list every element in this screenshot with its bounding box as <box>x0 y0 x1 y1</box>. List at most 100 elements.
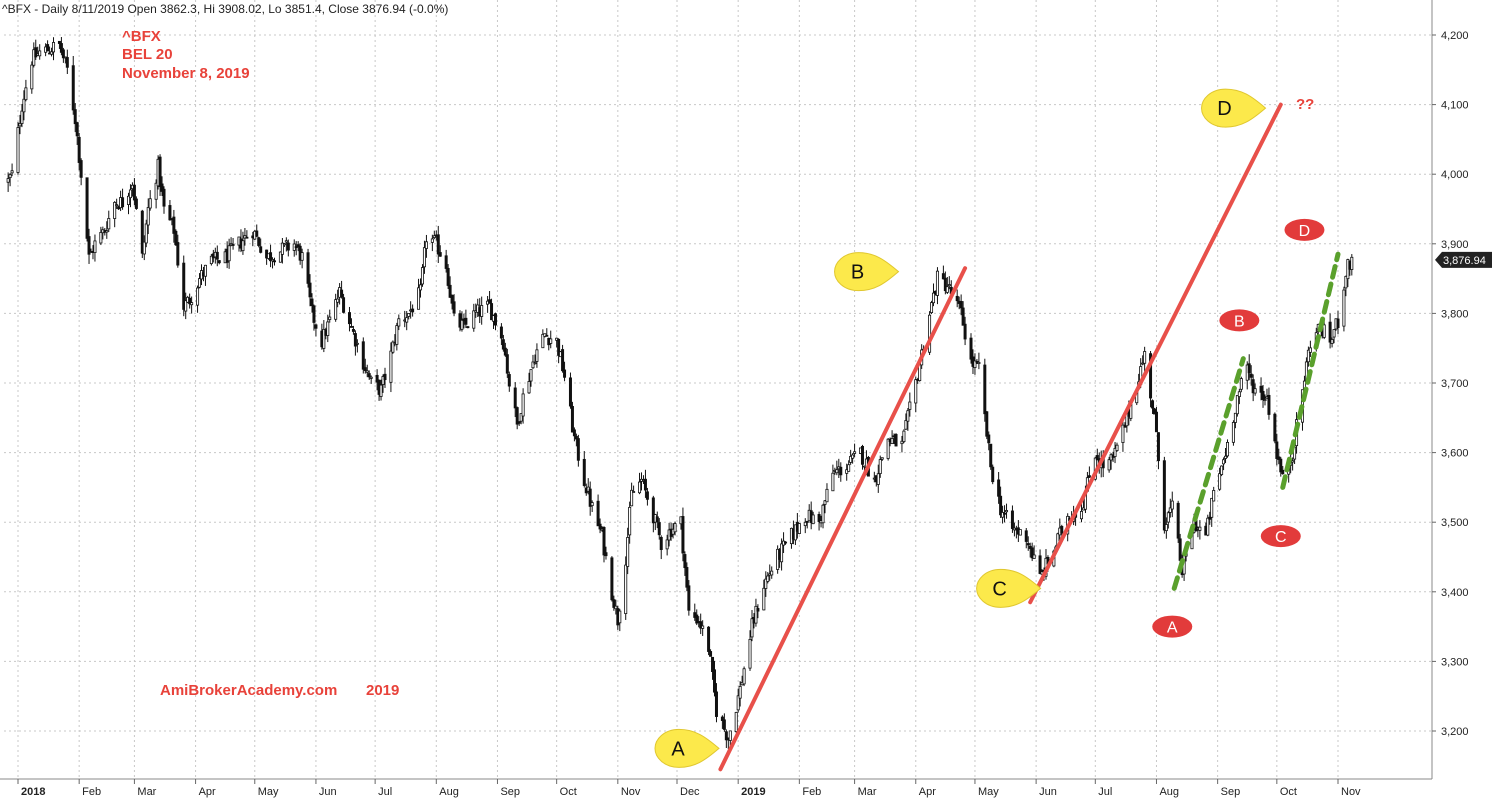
candle-body <box>541 333 545 349</box>
candle-body <box>1079 511 1083 520</box>
candle-body <box>1224 455 1228 459</box>
candle-body <box>1087 475 1091 478</box>
candle-body <box>182 262 186 310</box>
x-tick-label: Oct <box>1280 786 1297 798</box>
candle-body <box>517 421 521 424</box>
last-price-tag-label: 3,876.94 <box>1443 255 1486 267</box>
candle-body <box>432 235 436 238</box>
marker-shape <box>1260 525 1301 548</box>
candle-body <box>22 98 26 113</box>
candle-body <box>975 360 979 363</box>
candle-body <box>280 242 284 255</box>
candle-body <box>367 373 371 378</box>
x-tick-label: May <box>978 786 999 798</box>
candle-body <box>405 317 409 323</box>
candle-body <box>521 393 525 417</box>
candle-body <box>1115 444 1119 451</box>
candle-body <box>18 122 22 127</box>
candle-body <box>969 337 973 360</box>
candle-body <box>770 570 774 576</box>
candle-body <box>928 314 932 353</box>
candle-body <box>472 310 476 329</box>
y-tick-label: 3,300 <box>1441 656 1469 668</box>
ticker-label: ^BFX <box>122 28 161 45</box>
candle-body <box>821 504 825 524</box>
x-tick-label: Sep <box>500 786 520 798</box>
x-tick-label: Feb <box>802 786 821 798</box>
candle-body <box>79 160 83 178</box>
candle-body <box>1010 510 1014 529</box>
candle-body <box>314 324 318 329</box>
candle-body <box>985 411 989 437</box>
marker-shape <box>1152 615 1193 638</box>
candle-body <box>460 319 464 330</box>
candle-body <box>77 136 81 163</box>
candle-body <box>168 205 172 221</box>
candle-body <box>1113 447 1117 457</box>
candle-body <box>1206 517 1210 536</box>
candle-body <box>1024 530 1028 542</box>
candle-body <box>908 401 912 410</box>
candle-body <box>736 695 740 711</box>
candle-body <box>172 216 176 234</box>
candle-body <box>823 500 827 505</box>
candle-body <box>490 303 494 321</box>
candle-body <box>391 341 395 353</box>
candle-body <box>419 284 423 291</box>
date-label: November 8, 2019 <box>122 65 250 82</box>
last-price-tag: 3,876.94 <box>1435 251 1492 268</box>
candle-body <box>557 338 561 356</box>
candle-body <box>1220 465 1224 475</box>
candle-body <box>349 326 353 328</box>
candle-body <box>310 298 314 307</box>
x-tick-label: Sep <box>1221 786 1241 798</box>
candle-body <box>699 621 703 629</box>
candle-body <box>797 523 801 534</box>
candle-body <box>722 719 726 730</box>
candle-body <box>780 543 784 563</box>
candle-body <box>701 625 705 629</box>
candle-body <box>273 260 277 263</box>
candle-body <box>381 376 385 385</box>
candle-body <box>121 197 125 208</box>
marker-shape <box>1284 218 1325 241</box>
candle-body <box>1249 373 1253 378</box>
candle-body <box>231 244 235 246</box>
candle-body <box>590 502 594 506</box>
candle-body <box>941 273 945 280</box>
candle-body <box>831 472 835 492</box>
candle-body <box>505 354 509 374</box>
candle-body <box>24 87 28 101</box>
candle-body <box>1060 525 1064 534</box>
candle-body <box>420 267 424 285</box>
candle-body <box>711 656 715 672</box>
candle-body <box>1239 378 1243 390</box>
candle-body <box>10 170 14 174</box>
candle-body <box>312 305 316 323</box>
wave-callout-yellow: B <box>834 252 900 292</box>
x-tick-label: Apr <box>199 786 216 798</box>
candle-body <box>610 557 614 601</box>
candle-body <box>73 109 77 125</box>
candle-body <box>955 295 959 302</box>
candle-body <box>529 369 533 382</box>
candle-body <box>132 184 136 201</box>
candle-body <box>793 524 797 541</box>
candle-body <box>146 207 150 226</box>
candle-body <box>932 292 936 304</box>
candle-body <box>886 438 890 459</box>
watermark-year: 2019 <box>366 682 399 699</box>
candle-body <box>448 284 452 298</box>
last-price-tag-shape <box>1435 251 1492 268</box>
axes <box>0 0 1433 780</box>
candle-body <box>1212 490 1216 502</box>
callout-shape <box>976 568 1042 608</box>
wave-callout-yellow: D <box>1201 88 1267 128</box>
marker-label: A <box>1167 620 1178 637</box>
candle-body <box>1208 516 1212 520</box>
candle-body <box>1218 473 1222 490</box>
candle-body <box>154 182 158 200</box>
candle-body <box>430 238 434 243</box>
x-tick-label: 2018 <box>21 786 45 798</box>
candle-body <box>188 297 192 305</box>
